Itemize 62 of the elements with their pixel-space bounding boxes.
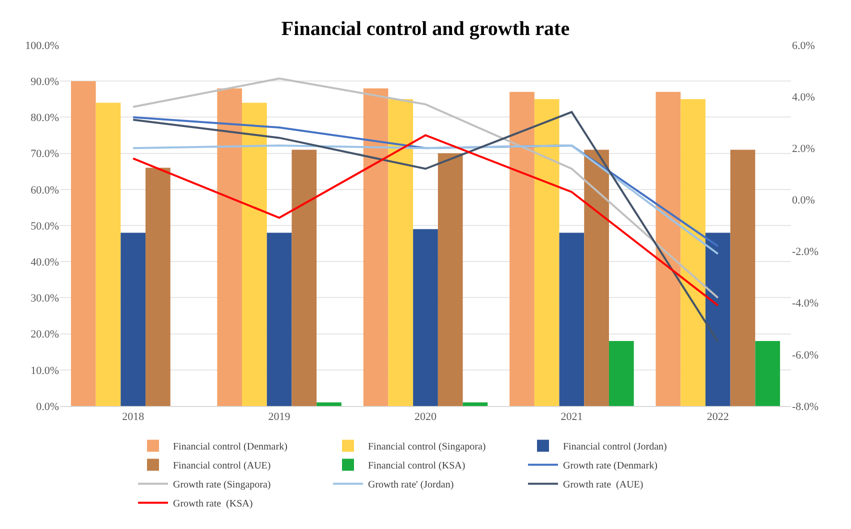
bar xyxy=(584,150,609,406)
y-tick-label: 80.0% xyxy=(30,112,59,124)
x-tick-label: 2022 xyxy=(706,411,729,424)
y-tick-label: 50.0% xyxy=(30,220,59,232)
y-tick-label: 30.0% xyxy=(30,292,59,305)
bar xyxy=(388,99,414,406)
bar xyxy=(510,92,534,406)
x-tick-label: 2018 xyxy=(122,411,145,424)
y2-tick-label: 2.0% xyxy=(792,142,815,155)
bar xyxy=(534,99,560,406)
bar xyxy=(316,402,342,406)
bar xyxy=(70,81,96,406)
y-tick-label: 60.0% xyxy=(30,184,59,196)
y2-tick-label: -8.0% xyxy=(792,400,819,413)
bar xyxy=(438,153,463,406)
y-tick-label: 40.0% xyxy=(30,256,59,268)
bar xyxy=(146,168,170,406)
legend-label: Financial control (Jordan) xyxy=(563,442,667,453)
y-tick-label: 100.0% xyxy=(25,40,59,52)
legend-label: Financial control (Singapora) xyxy=(368,442,486,453)
y-tick-label: 90.0% xyxy=(30,76,59,88)
bar xyxy=(242,102,267,406)
y-tick-label: 20.0% xyxy=(30,328,59,341)
legend-label: Growth rate (Singapora) xyxy=(173,480,271,491)
y-tick-label: 70.0% xyxy=(30,148,59,160)
y2-tick-label: -2.0% xyxy=(792,246,819,258)
bar xyxy=(292,150,317,406)
chart-title: Financial control and growth rate xyxy=(281,18,570,40)
bar xyxy=(266,232,292,406)
line-series xyxy=(132,134,719,306)
y2-tick-label: 4.0% xyxy=(792,91,815,104)
x-tick-label: 2021 xyxy=(560,411,583,424)
y2-tick-label: -4.0% xyxy=(792,298,819,310)
x-tick-label: 2020 xyxy=(414,411,437,424)
bar xyxy=(680,99,706,406)
bar xyxy=(608,341,634,406)
bar xyxy=(120,232,146,406)
bar xyxy=(462,402,488,406)
bar xyxy=(755,341,780,406)
legend-label: Growth rate (Denmark) xyxy=(563,460,658,472)
line-series xyxy=(132,111,719,343)
bar xyxy=(96,102,121,406)
legend-label: Financial control (KSA) xyxy=(368,460,466,472)
bar xyxy=(730,150,756,406)
y-tick-label: 10.0% xyxy=(30,364,59,377)
y-tick-label: 0.0% xyxy=(36,400,59,413)
bar xyxy=(705,232,730,406)
bar xyxy=(413,229,438,406)
legend-label: Growth rate' (Jordan) xyxy=(368,480,454,491)
legend-label: Financial control (Denmark) xyxy=(173,442,288,453)
bar xyxy=(363,88,388,406)
y2-tick-label: 6.0% xyxy=(792,40,815,52)
bar xyxy=(217,88,242,406)
x-tick-label: 2019 xyxy=(268,411,291,424)
y2-tick-label: -6.0% xyxy=(792,349,819,362)
legend-label: Growth rate (KSA) xyxy=(173,498,253,510)
y2-tick-label: 0.0% xyxy=(792,194,815,207)
legend-label: Financial control (AUE) xyxy=(173,460,271,472)
line-series xyxy=(132,78,719,299)
bar xyxy=(559,232,584,406)
legend-label: Growth rate (AUE) xyxy=(563,480,644,491)
bar xyxy=(656,92,681,406)
